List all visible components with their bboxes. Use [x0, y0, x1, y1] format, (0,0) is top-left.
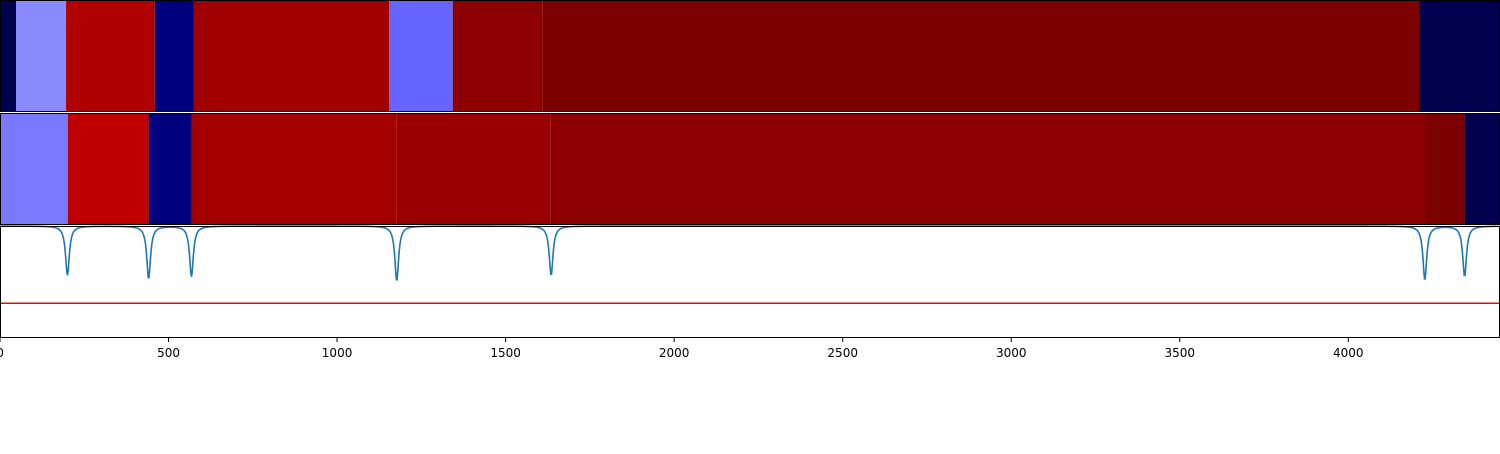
heatmap-row-2-segment-1 [0, 113, 68, 225]
heatmap-row-2-segment-8 [1464, 113, 1500, 225]
x-tick-label-3: 1000 [322, 346, 353, 360]
heatmap-row-1-segment-4 [154, 0, 194, 112]
heatmap-row-2-segment-4 [191, 113, 397, 225]
heatmap-row-1-segment-7 [452, 0, 543, 112]
heatmap-row-1-segment-8 [542, 0, 1420, 112]
x-tick-label-4: 1500 [490, 346, 521, 360]
heatmap-row-1-segment-5 [193, 0, 390, 112]
heatmap-row-2-segment-5 [396, 113, 551, 225]
heatmap-row-1-segment-6 [389, 0, 453, 112]
x-tick-label-1: 0 [0, 346, 4, 360]
signal-series-line [0, 225, 1500, 281]
x-tick-label-7: 3000 [996, 346, 1027, 360]
heatmap-row-1-segment-2 [16, 0, 67, 112]
line-panel-frame [0, 226, 1500, 338]
x-tick-label-5: 2000 [659, 346, 690, 360]
x-tick-label-2: 500 [157, 346, 180, 360]
heatmap-row-1-segment-1 [0, 0, 17, 112]
x-tick-label-9: 4000 [1333, 346, 1364, 360]
heatmap-row-1-segment-9 [1419, 0, 1500, 112]
heatmap-row-2-segment-6 [550, 113, 1426, 225]
heatmap-row-1-segment-3 [66, 0, 155, 112]
heatmap-row-2-segment-2 [67, 113, 149, 225]
heatmap-row-2-segment-3 [148, 113, 192, 225]
heatmap-row-2-segment-7 [1425, 113, 1465, 225]
x-tick-label-8: 3500 [1165, 346, 1196, 360]
x-tick-label-6: 2500 [827, 346, 858, 360]
